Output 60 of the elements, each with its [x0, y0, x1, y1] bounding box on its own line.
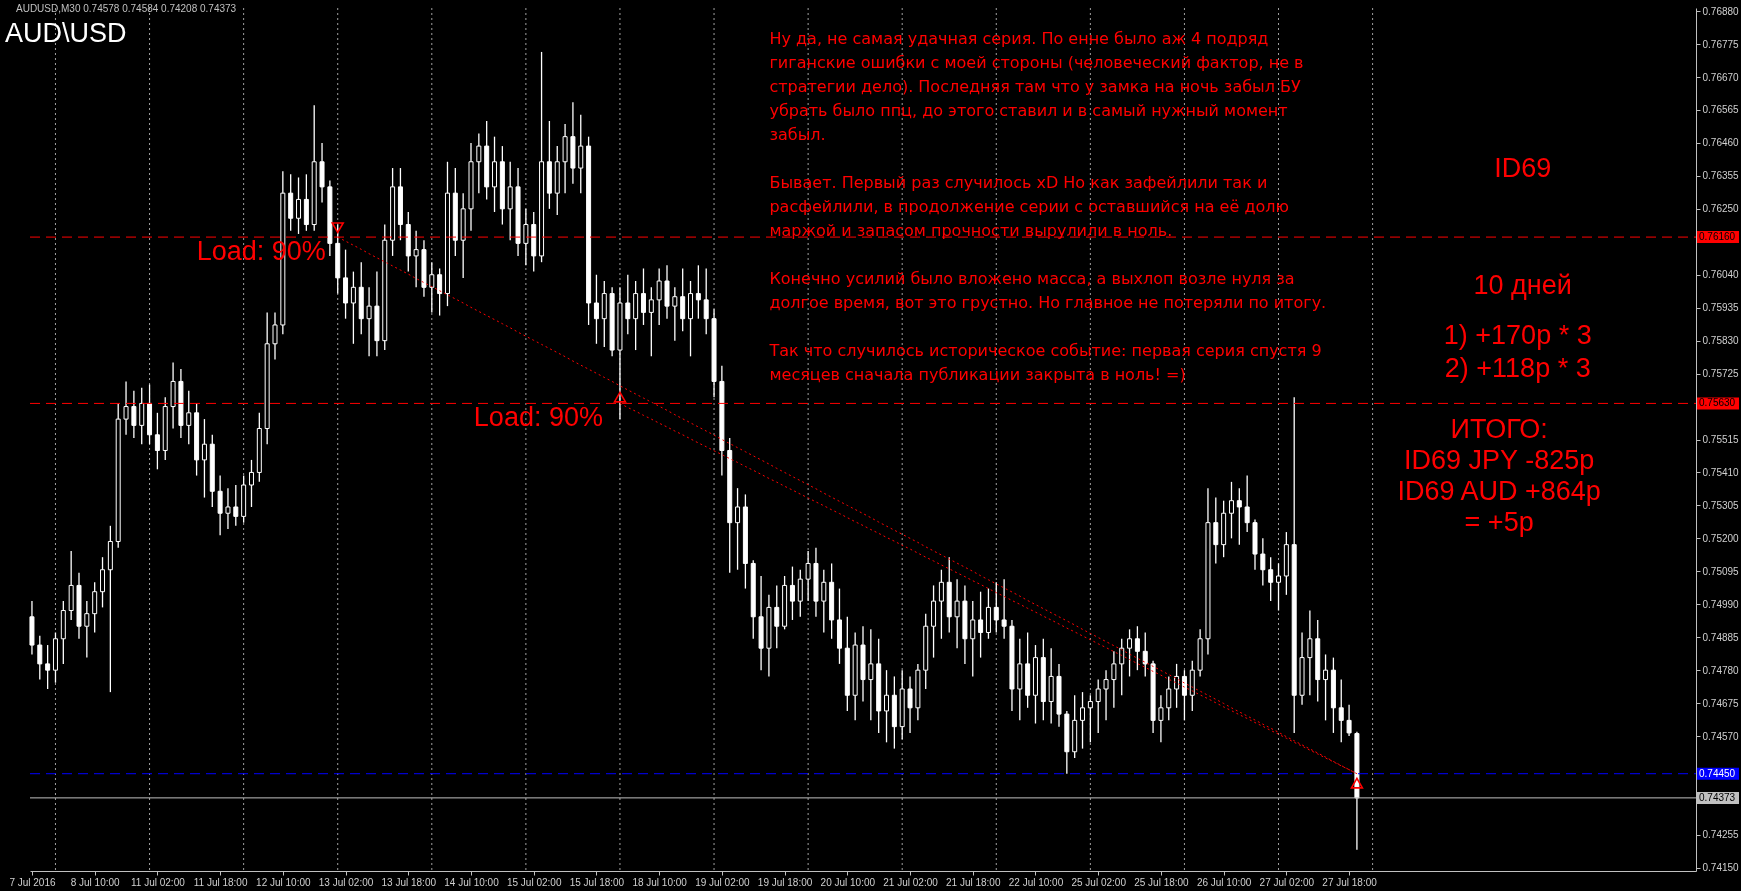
- y-tick-label: 0.76355: [1702, 170, 1740, 182]
- y-tick-label: 0.74255: [1702, 829, 1740, 841]
- x-tick-label: 11 Jul 18:00: [193, 876, 248, 888]
- chart-title: AUD\USD: [5, 18, 127, 48]
- y-tick-label: 0.76775: [1702, 38, 1740, 50]
- x-tick-label: 15 Jul 02:00: [506, 876, 562, 888]
- annotation: 1) +170p * 3 2) +118p * 3: [1443, 319, 1592, 384]
- y-tick-label: 0.74570: [1702, 730, 1740, 742]
- x-tick-label: 14 Jul 10:00: [444, 876, 500, 888]
- x-tick-label: 22 Jul 10:00: [1008, 876, 1064, 888]
- x-tick-label: 7 Jul 2016: [9, 876, 56, 888]
- annotation: Так что случилось историческое событие: первая серия спустя 9 месяцев сначала публикации закрыта в ноль! =): [768, 340, 1322, 384]
- annotation: 10 дней: [1473, 270, 1572, 301]
- y-tick-label: 0.75935: [1702, 302, 1740, 314]
- x-tick-label: 8 Jul 10:00: [70, 876, 121, 888]
- y-tick-label: 0.76880: [1702, 5, 1740, 17]
- y-tick-label: 0.76040: [1702, 269, 1740, 281]
- ref-line-label: 0.74373: [1699, 791, 1736, 803]
- y-tick-label: 0.74675: [1702, 697, 1740, 709]
- x-tick-label: 19 Jul 02:00: [695, 876, 751, 888]
- annotation: Бывает. Первый раз случилось xD Но как зафейлили так и расфейлили, в продолжение серии с оставшийся на её долю маржой и запасом прочности вырулили в ноль.: [769, 172, 1289, 240]
- annotation: Ну да, не самая удачная серия. По енне было аж 4 подряд гиганские ошибки с моей стороны (человеческий фактор, не в стратегии дело). Последняя там что у замка на ночь забыл БУ убрать было ппц, до этого ставил и в самый нужный момент забыл.: [769, 29, 1304, 145]
- y-tick-label: 0.75305: [1702, 499, 1740, 511]
- y-tick-label: 0.75725: [1702, 368, 1740, 380]
- y-tick-label: 0.76670: [1702, 71, 1740, 83]
- y-tick-label: 0.75200: [1702, 532, 1740, 544]
- x-tick-label: 12 Jul 10:00: [256, 876, 312, 888]
- annotation: Конечно усилий было вложено масса, а выхлоп возле нуля за долгое время, вот это грустно. Но главное не потеряли по итогу.: [769, 268, 1327, 312]
- x-tick-label: 15 Jul 18:00: [569, 876, 625, 888]
- x-tick-label: 26 Jul 10:00: [1196, 876, 1252, 888]
- ref-line-label: 0.75630: [1699, 397, 1736, 409]
- y-tick-label: 0.76460: [1702, 137, 1740, 149]
- annotation: Load: 90%: [473, 402, 603, 433]
- annotation: ID69: [1494, 153, 1552, 184]
- x-tick-label: 21 Jul 02:00: [883, 876, 939, 888]
- x-tick-label: 20 Jul 10:00: [820, 876, 876, 888]
- y-tick-label: 0.75830: [1702, 335, 1740, 347]
- x-tick-label: 25 Jul 18:00: [1134, 876, 1190, 888]
- x-tick-label: 27 Jul 18:00: [1322, 876, 1378, 888]
- y-tick-label: 0.75410: [1702, 466, 1740, 478]
- x-tick-label: 18 Jul 10:00: [632, 876, 688, 888]
- y-tick-label: 0.74780: [1702, 664, 1740, 676]
- x-tick-label: 13 Jul 02:00: [318, 876, 374, 888]
- y-tick-label: 0.76250: [1702, 203, 1740, 215]
- y-tick-label: 0.76565: [1702, 104, 1740, 116]
- x-tick-label: 25 Jul 02:00: [1071, 876, 1127, 888]
- y-tick-label: 0.74990: [1702, 598, 1740, 610]
- chart-subtitle: AUDUSD,M30 0.74578 0.74584 0.74208 0.74373: [16, 3, 237, 14]
- y-tick-label: 0.75095: [1702, 565, 1740, 577]
- x-tick-label: 27 Jul 02:00: [1259, 876, 1315, 888]
- y-tick-label: 0.74150: [1702, 862, 1740, 874]
- y-tick-label: 0.75515: [1702, 434, 1740, 445]
- x-tick-label: 11 Jul 02:00: [131, 876, 186, 888]
- x-tick-label: 19 Jul 18:00: [757, 876, 813, 888]
- y-tick-label: 0.74885: [1702, 631, 1740, 643]
- ref-line-label: 0.76160: [1699, 231, 1736, 243]
- ref-line-label: 0.74450: [1699, 767, 1736, 779]
- x-tick-label: 13 Jul 18:00: [381, 876, 437, 888]
- annotation: ИТОГО: ID69 JPY -825p ID69 AUD +864p = +5p: [1397, 413, 1601, 538]
- x-tick-label: 21 Jul 18:00: [946, 876, 1001, 888]
